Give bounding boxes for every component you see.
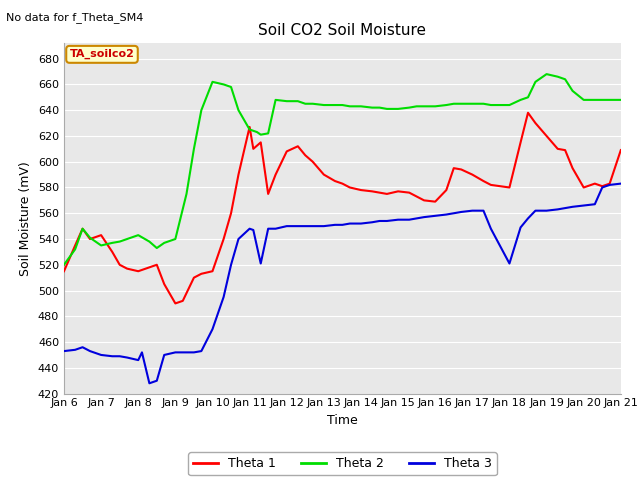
Text: No data for f_Theta_SM4: No data for f_Theta_SM4 — [6, 12, 144, 23]
Y-axis label: Soil Moisture (mV): Soil Moisture (mV) — [19, 161, 33, 276]
X-axis label: Time: Time — [327, 414, 358, 427]
Legend: Theta 1, Theta 2, Theta 3: Theta 1, Theta 2, Theta 3 — [188, 453, 497, 475]
Text: TA_soilco2: TA_soilco2 — [70, 49, 134, 60]
Title: Soil CO2 Soil Moisture: Soil CO2 Soil Moisture — [259, 23, 426, 38]
